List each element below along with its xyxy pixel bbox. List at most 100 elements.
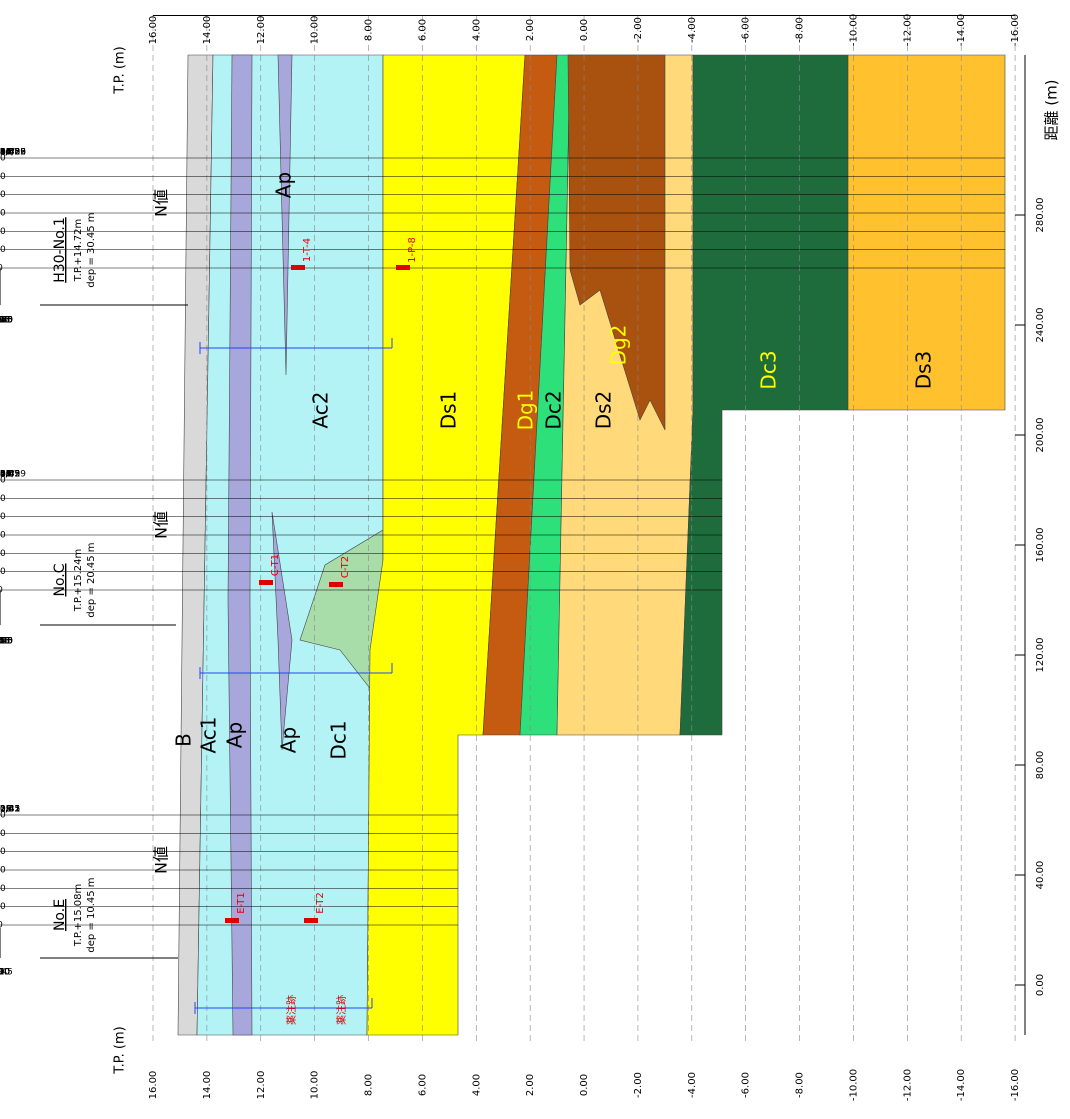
- distance-tick-label: 120.00: [1035, 638, 1046, 673]
- distance-tick-label: 40.00: [1035, 861, 1046, 890]
- sample-label: E-T1: [236, 892, 247, 913]
- elevation-tick-label: -6.00: [741, 17, 752, 43]
- n-scale-label: 0: [0, 264, 3, 274]
- elevation-tick-label: 2.00: [525, 1074, 536, 1096]
- elevation-tick-label: -2.00: [633, 17, 644, 43]
- n-scale-label: 50: [0, 494, 6, 504]
- sample-marker: [396, 265, 410, 270]
- n-scale-label: 0: [0, 586, 3, 596]
- layer-ap: [228, 55, 252, 1035]
- elevation-tick-label: -16.00: [1010, 14, 1021, 46]
- depth-label: 30.45: [0, 316, 13, 326]
- layer-label: Ds1: [437, 391, 461, 430]
- n-scale-label: 50: [0, 829, 6, 839]
- frame: [153, 15, 1015, 16]
- elevation-tick-label: -2.00: [633, 1072, 644, 1098]
- distance-tick-label: 280.00: [1035, 198, 1046, 233]
- layer-label: Dc1: [327, 720, 351, 759]
- n-point: [0, 140, 4, 147]
- elevation-tick-label: 6.00: [417, 1074, 428, 1096]
- distance-tick-label: 200.00: [1035, 418, 1046, 453]
- n-point: [0, 559, 4, 566]
- elevation-tick-label: -4.00: [687, 1072, 698, 1098]
- axis-title: 距離 (m): [1043, 79, 1061, 140]
- elevation-tick-label: -4.00: [687, 17, 698, 43]
- n-scale-label: 20: [0, 884, 6, 894]
- sample-label: 薬注跡: [285, 995, 298, 1025]
- sample-label: C-T2: [340, 556, 351, 578]
- cross-section: 16.0016.0014.0014.0012.0012.0010.0010.00…: [0, 0, 1070, 1119]
- layer-label: Ap: [277, 727, 301, 753]
- axis-title: T.P. (m): [113, 46, 128, 94]
- distance-tick-label: 240.00: [1035, 308, 1046, 343]
- n-scale-label: 40: [0, 512, 6, 522]
- depth-label: 10.45: [0, 968, 13, 978]
- n-scale-label: 30: [0, 866, 6, 876]
- sample-label: 薬注跡: [335, 995, 348, 1025]
- n-scale-label: 30: [0, 209, 6, 219]
- n-scale-label: 50: [0, 172, 6, 182]
- elevation-tick-label: 4.00: [471, 1074, 482, 1096]
- layer-label: Dg2: [607, 325, 631, 366]
- layer-label: Ds3: [912, 351, 936, 390]
- n-scale-label: 40: [0, 190, 6, 200]
- elevation-tick-label: 8.00: [364, 1074, 375, 1096]
- sample-marker: [291, 265, 305, 270]
- elevation-tick-label: 8.00: [364, 19, 375, 41]
- elevation-tick-label: -16.00: [1010, 1069, 1021, 1101]
- elevation-tick-label: 14.00: [202, 16, 213, 45]
- elevation-tick-label: 6.00: [417, 19, 428, 41]
- elevation-tick-label: 12.00: [256, 16, 267, 45]
- sample-marker: [304, 918, 318, 923]
- elevation-tick-label: -14.00: [956, 1069, 967, 1101]
- layer-ac: [197, 55, 383, 1035]
- layer-label: Ap: [272, 172, 296, 198]
- sample-marker: [329, 582, 343, 587]
- elevation-tick-label: 10.00: [310, 16, 321, 45]
- borehole-elevation: T.P.+14.72m: [73, 219, 84, 283]
- sample-label: E-T2: [315, 892, 326, 913]
- distance-tick-label: 0.00: [1035, 974, 1046, 996]
- layer-label: Dg1: [514, 390, 538, 431]
- elevation-tick-label: 16.00: [148, 1071, 159, 1100]
- elevation-tick-label: -12.00: [902, 1069, 913, 1101]
- elevation-tick-label: -14.00: [956, 14, 967, 46]
- elevation-tick-label: 0.00: [579, 19, 590, 41]
- layers: [178, 55, 1005, 1035]
- sample-marker: [225, 918, 239, 923]
- elevation-tick-label: 14.00: [202, 1071, 213, 1100]
- borehole-name: H30-No.1: [52, 217, 68, 283]
- n-scale-label: 0: [0, 921, 3, 931]
- layer-dc3: [680, 55, 848, 735]
- n-scale-label: 30: [0, 531, 6, 541]
- elevation-tick-label: -8.00: [795, 17, 806, 43]
- sample-label: 1-P-8: [407, 237, 418, 263]
- layer-label: Dc2: [542, 390, 566, 429]
- n-value-label: 29: [0, 805, 12, 815]
- borehole-depth: dep = 10.45 m: [86, 877, 97, 952]
- n-point: [0, 541, 4, 548]
- sample-label: 1-T-4: [302, 238, 313, 262]
- layer-label: Ac1: [197, 716, 221, 753]
- n-value-label: 15: [0, 470, 11, 480]
- elevation-tick-label: 16.00: [148, 16, 159, 45]
- elevation-tick-label: 4.00: [471, 19, 482, 41]
- borehole-depth: dep = 30.45 m: [86, 212, 97, 287]
- axis-title: T.P. (m): [113, 1026, 128, 1074]
- sample-label: C-T1: [270, 554, 281, 576]
- n-point: [0, 559, 4, 566]
- elevation-tick-label: -10.00: [848, 14, 859, 46]
- n-scale-label: 40: [0, 847, 6, 857]
- distance-tick-label: 160.00: [1035, 528, 1046, 563]
- n-scale-label: 10: [0, 902, 6, 912]
- elevation-tick-label: 2.00: [525, 19, 536, 41]
- elevation-tick-label: 0.00: [579, 1074, 590, 1096]
- n-scale-label: 10: [0, 567, 6, 577]
- layer-label: Dc3: [757, 350, 781, 389]
- layer-label: Ds2: [592, 391, 616, 430]
- elevation-tick-label: -10.00: [848, 1069, 859, 1101]
- borehole-depth: dep = 20.45 m: [86, 542, 97, 617]
- elevation-tick-label: 10.00: [310, 1071, 321, 1100]
- depth-label: 20.45: [0, 637, 13, 647]
- borehole-name: No.C: [52, 563, 68, 596]
